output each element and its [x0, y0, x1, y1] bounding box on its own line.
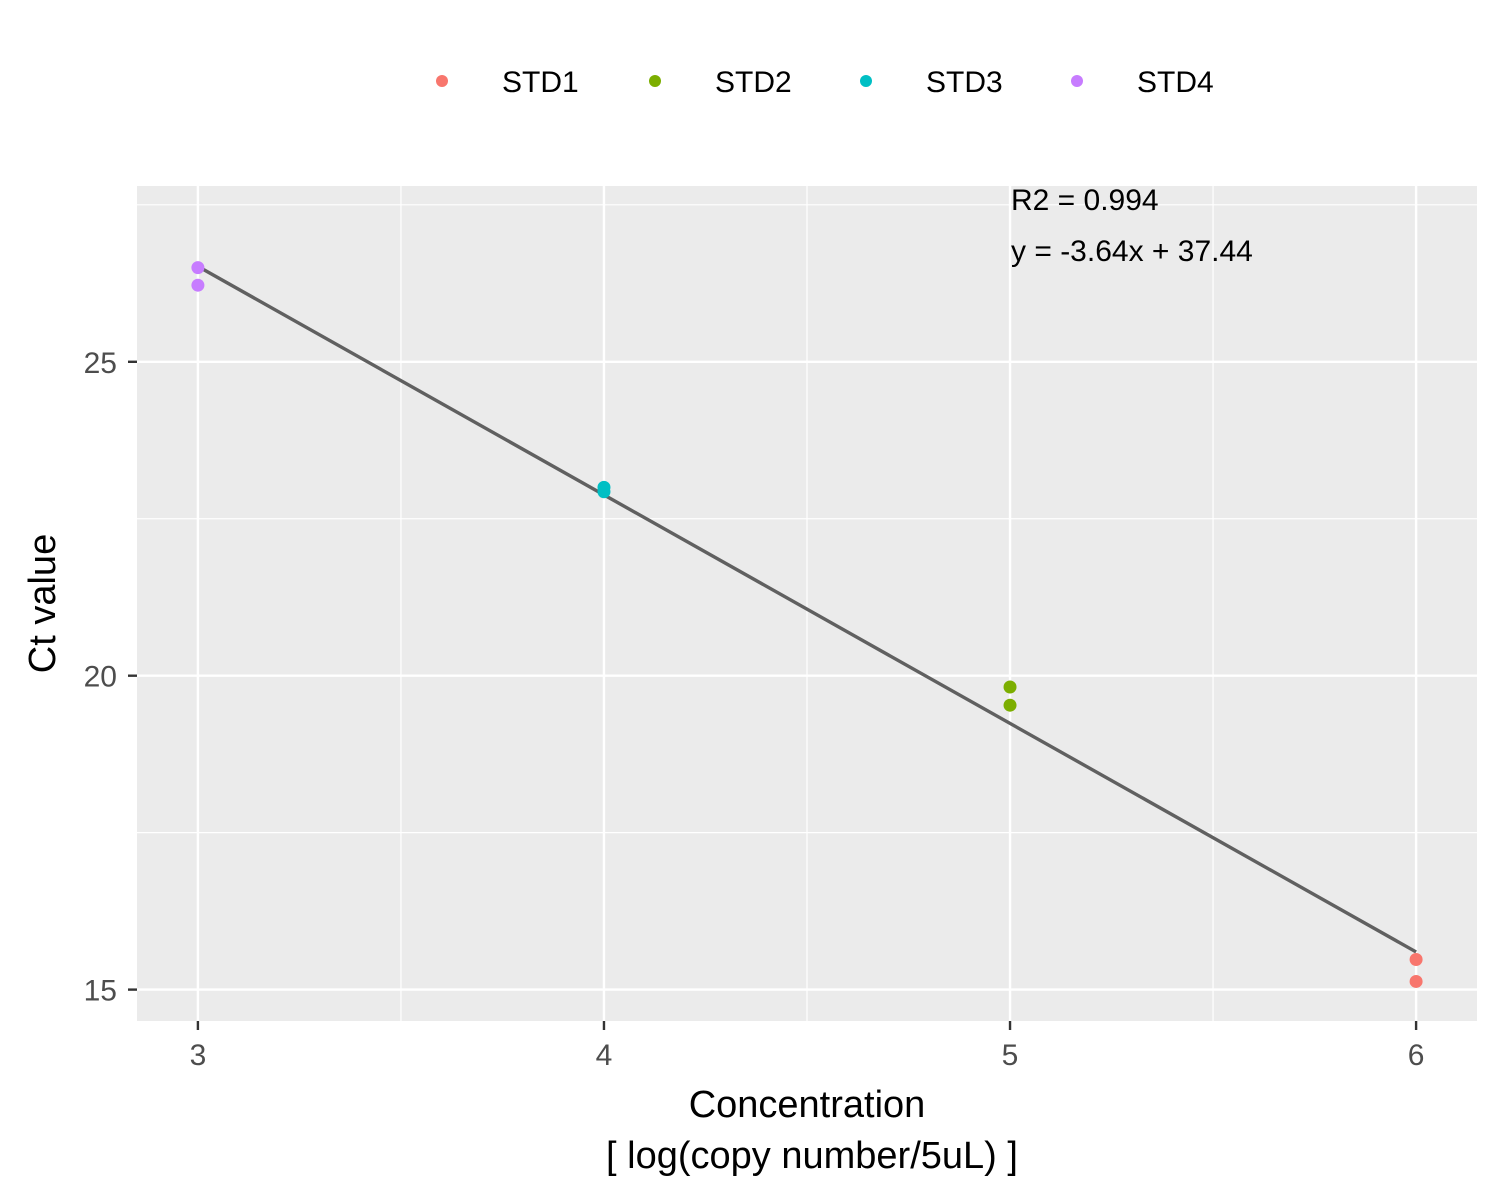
point-std3-1: [597, 485, 611, 499]
y-axis-title: Ct value: [22, 534, 64, 673]
legend-key-std4: [1071, 75, 1083, 87]
point-std1-1: [1409, 974, 1423, 988]
y-tick-label-2: 25: [84, 347, 117, 380]
fit-line: [197, 264, 1417, 954]
legend-label-std3: STD3: [926, 66, 1003, 99]
annotations: R2 = 0.994 y = -3.64x + 37.44: [1011, 184, 1253, 268]
x-tick-label-2: 5: [1002, 1039, 1019, 1072]
data-points: [191, 261, 1423, 988]
x-axis-subtitle: [ log(copy number/5uL) ]: [606, 1135, 1018, 1177]
point-std2-0: [1003, 680, 1017, 694]
x-tick-label-3: 6: [1408, 1039, 1425, 1072]
legend-key-std2: [649, 75, 661, 87]
annotation-1: y = -3.64x + 37.44: [1011, 235, 1253, 268]
legend-key-std3: [860, 75, 872, 87]
legend-label-std1: STD1: [502, 66, 579, 99]
point-std1-0: [1409, 952, 1423, 966]
point-std4-0: [191, 261, 205, 275]
point-std2-1: [1003, 698, 1017, 712]
point-std4-1: [191, 278, 205, 292]
fit-line-group: [197, 264, 1417, 954]
x-tick-label-0: 3: [190, 1039, 207, 1072]
y-tick-label-1: 20: [84, 661, 117, 694]
axes: 3 4 5 6 15 20 25: [84, 347, 1425, 1072]
legend-key-std1: [436, 75, 448, 87]
annotation-0: R2 = 0.994: [1011, 184, 1159, 217]
legend-label-std2: STD2: [715, 66, 792, 99]
x-tick-label-1: 4: [596, 1039, 613, 1072]
x-axis-title: Concentration: [689, 1084, 926, 1126]
grid-major: [137, 186, 1477, 1021]
legend-label-std4: STD4: [1137, 66, 1214, 99]
legend: STD1 STD2 STD3 STD4: [436, 66, 1214, 99]
y-tick-label-0: 15: [84, 975, 117, 1008]
grid-minor: [137, 186, 1477, 1021]
